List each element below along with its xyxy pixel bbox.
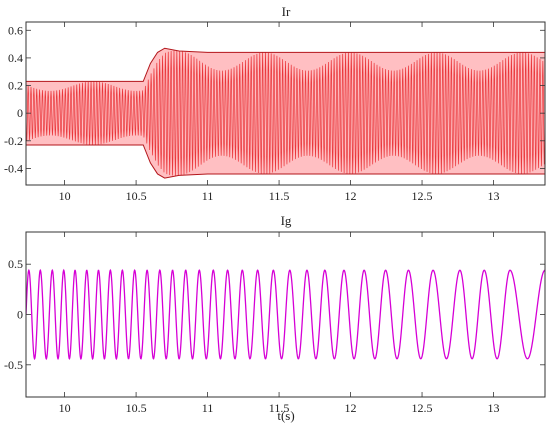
ig-x-ticks: 10 10.5 11 11.5 12 12.5 13 — [59, 232, 500, 415]
ig-x-tick-label: 13 — [488, 401, 500, 415]
ir-y-tick-label: 0.4 — [8, 51, 23, 65]
ig-x-tick-label: 11.5 — [269, 401, 290, 415]
ir-x-tick-label: 12.5 — [412, 189, 433, 203]
ig-y-tick-label: 0 — [17, 308, 23, 322]
ir-x-tick-label: 11 — [202, 189, 214, 203]
ig-y-ticks: -0.5 0 0.5 — [4, 257, 545, 372]
ir-x-tick-label: 12 — [345, 189, 357, 203]
ir-x-tick-label: 13 — [488, 189, 500, 203]
ig-chart: Ig 10 10.5 11 11.5 12 12.5 13 -0.5 0 0.5 t(s) — [4, 213, 546, 423]
ir-axes-frame — [25, 21, 546, 186]
ir-y-tick-label: 0 — [17, 106, 23, 120]
ig-y-tick-label: 0.5 — [8, 257, 23, 271]
ir-x-ticks: 10 10.5 11 11.5 12 12.5 13 — [59, 22, 500, 203]
ir-x-tick-label: 11.5 — [269, 189, 290, 203]
ig-series-line — [26, 268, 545, 361]
ir-series-group — [26, 47, 545, 179]
ir-y-tick-label: -0.2 — [4, 134, 23, 148]
ig-x-tick-label: 10 — [59, 401, 71, 415]
ir-x-tick-label: 10.5 — [126, 189, 147, 203]
ig-x-axis-label: t(s) — [277, 408, 294, 423]
ig-x-tick-label: 12 — [345, 401, 357, 415]
ir-y-tick-label: 0.2 — [8, 79, 23, 93]
ig-x-tick-label: 12.5 — [412, 401, 433, 415]
ir-upper-envelope — [26, 47, 545, 82]
ig-y-tick-label: -0.5 — [4, 358, 23, 372]
ig-chart-title: Ig — [281, 213, 292, 228]
ir-lower-envelope — [26, 144, 545, 179]
ig-series-group — [26, 268, 545, 361]
ir-chart: Ir 10 10.5 11 11.5 12 12.5 13 -0.4 -0.2 0 0.2 0.4 0… — [4, 4, 546, 203]
ir-series-line — [26, 50, 545, 176]
ir-chart-title: Ir — [282, 4, 291, 19]
ir-x-tick-label: 10 — [59, 189, 71, 203]
ir-y-ticks: -0.4 -0.2 0 0.2 0.4 0.6 — [4, 23, 545, 175]
ig-x-tick-label: 11 — [202, 401, 214, 415]
ir-y-tick-label: -0.4 — [4, 161, 23, 175]
ir-y-tick-label: 0.6 — [8, 23, 23, 37]
ig-x-tick-label: 10.5 — [126, 401, 147, 415]
